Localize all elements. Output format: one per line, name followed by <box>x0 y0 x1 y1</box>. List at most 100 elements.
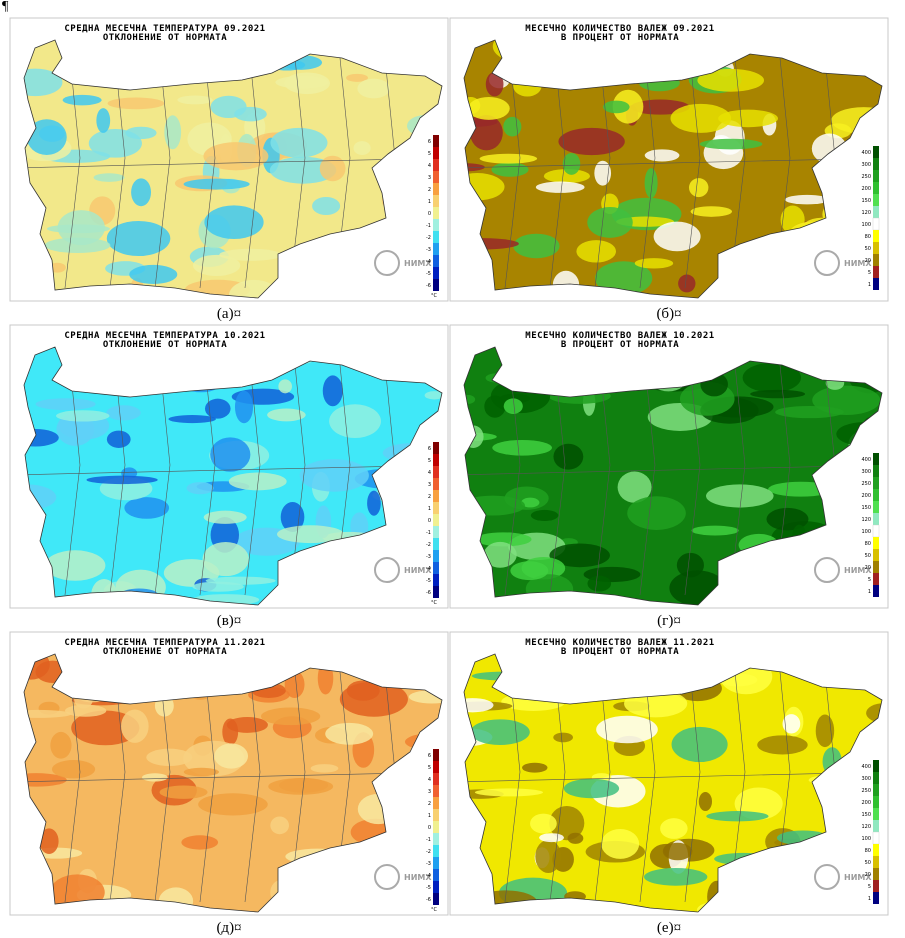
map-blob <box>596 715 658 744</box>
map-blob <box>312 196 341 216</box>
map-blob <box>660 818 688 839</box>
legend-label: 80 <box>865 848 871 854</box>
legend-swatch <box>433 857 439 869</box>
map-blob <box>219 248 282 261</box>
map-blob <box>503 116 522 137</box>
map-blob <box>782 714 801 734</box>
map-blob <box>644 149 680 162</box>
map-blob <box>521 497 540 508</box>
map-blob <box>479 153 538 164</box>
map-blob <box>24 709 72 718</box>
legend-label: 6 <box>428 753 431 759</box>
country-border <box>23 346 443 606</box>
legend-label: 0 <box>428 518 431 524</box>
map-blob <box>214 743 249 769</box>
legend-swatch <box>433 243 439 255</box>
legend-label: 6 <box>428 139 431 145</box>
map-blob <box>234 106 267 122</box>
map-blob <box>467 97 510 120</box>
map-blob <box>464 698 494 713</box>
district-border <box>154 57 171 289</box>
map-blob <box>269 156 337 184</box>
map-blob <box>35 398 96 411</box>
district-border <box>549 364 566 596</box>
country-fill <box>464 40 882 298</box>
legend-swatch <box>433 207 439 219</box>
map-blob <box>699 138 763 150</box>
legend-swatch <box>873 772 879 784</box>
map-blob <box>278 379 292 394</box>
map-title: МЕСЕЧНО КОЛИЧЕСТВО ВАЛЕЖ 11.2021 <box>525 638 714 648</box>
map-blob <box>815 714 835 748</box>
caption: (в)¤ <box>217 613 242 629</box>
legend-swatch <box>433 761 439 773</box>
map-panel: СРЕДНА МЕСЕЧНА ТЕМПЕРАТУРА 11.2021ОТКЛОН… <box>9 631 449 936</box>
map-blob <box>277 525 344 544</box>
legend-swatch <box>873 158 879 170</box>
map-blob <box>510 561 549 581</box>
legend-swatch <box>873 230 879 242</box>
map-blob <box>562 152 581 175</box>
map-blob <box>267 408 306 422</box>
map-blob <box>146 748 193 766</box>
map-blob <box>576 240 617 263</box>
legend-label: 100 <box>861 529 871 535</box>
map-blob <box>644 168 658 199</box>
district-border <box>244 57 261 289</box>
legend-swatch <box>433 490 439 502</box>
legend-swatch <box>873 796 879 808</box>
legend-label: 120 <box>861 824 871 830</box>
legend-swatch <box>433 821 439 833</box>
map-blob <box>280 501 305 533</box>
legend-label: -6 <box>426 897 431 903</box>
map-blob <box>587 207 633 238</box>
legend-label: 250 <box>861 481 871 487</box>
map-blob <box>299 459 369 492</box>
legend-label: -2 <box>426 235 431 241</box>
logo: НИМХ <box>404 566 432 575</box>
map-blob <box>181 835 219 850</box>
map-title: СРЕДНА МЕСЕЧНА ТЕМПЕРАТУРА 09.2021 <box>64 24 265 34</box>
legend-swatch <box>873 808 879 820</box>
legend-label: -3 <box>426 861 431 867</box>
legend-swatch <box>433 797 439 809</box>
legend-swatch <box>433 183 439 195</box>
map-blob <box>329 404 381 439</box>
legend-swatch <box>433 526 439 538</box>
legend-label: 4 <box>428 777 431 783</box>
legend-label: 3 <box>428 175 431 181</box>
map-blob <box>44 550 106 581</box>
legend-label: 150 <box>861 198 871 204</box>
legend-label: -5 <box>426 578 431 584</box>
legend-label: -6 <box>426 590 431 596</box>
map-blob <box>319 155 346 182</box>
map-blob <box>474 788 544 797</box>
legend-label: 80 <box>865 234 871 240</box>
district-border <box>684 671 701 903</box>
district-border <box>464 464 882 476</box>
map-blob <box>662 842 693 861</box>
map-blob <box>228 472 287 491</box>
legend-label: 4 <box>428 163 431 169</box>
map-blob <box>474 532 532 547</box>
legend-swatch <box>433 809 439 821</box>
map-blob <box>866 703 882 724</box>
map-blob <box>357 78 391 99</box>
map-blob <box>539 833 564 843</box>
map-subtitle: В ПРОЦЕНТ ОТ НОРМАТА <box>561 33 679 43</box>
map-blob <box>563 778 620 799</box>
legend-label: 80 <box>865 541 871 547</box>
legend-swatch <box>433 586 439 598</box>
legend-label: 150 <box>861 812 871 818</box>
map-blob <box>228 279 279 298</box>
map-blob <box>688 178 709 198</box>
legend-swatch <box>433 538 439 550</box>
map-blob <box>183 767 219 777</box>
legend-swatch <box>873 465 879 477</box>
legend-label: 20 <box>865 565 871 571</box>
map-blob <box>634 258 674 269</box>
map-subtitle: В ПРОЦЕНТ ОТ НОРМАТА <box>561 647 679 657</box>
caption: (е)¤ <box>657 920 681 936</box>
legend-swatch <box>873 194 879 206</box>
